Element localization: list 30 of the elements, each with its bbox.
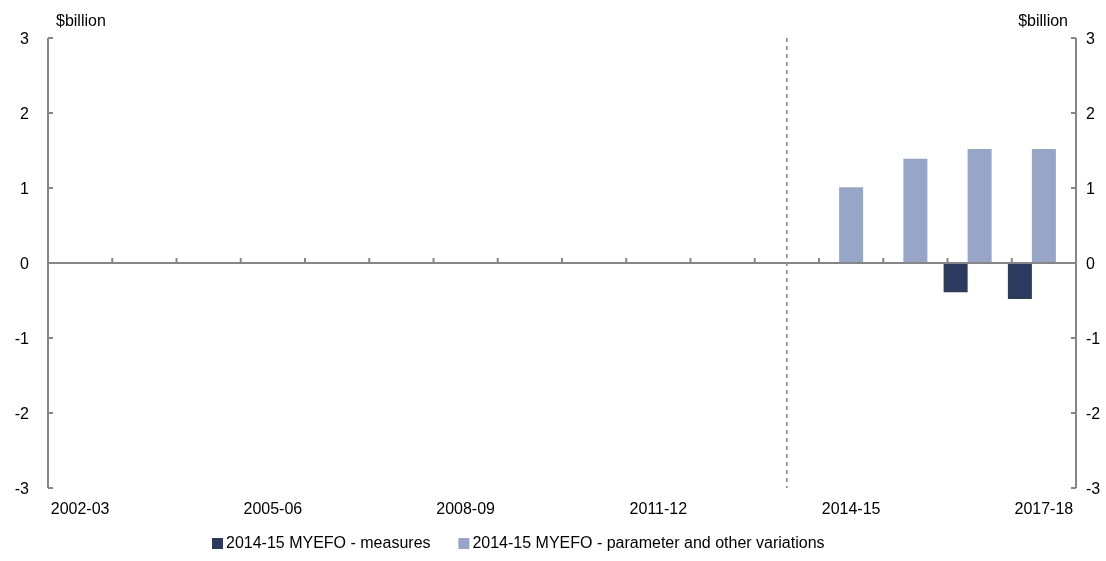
y-tick-label: -3 [14,479,30,497]
y-tick-label: 2 [20,104,30,122]
y2-tick-label: 0 [1086,254,1095,272]
bar [943,263,968,293]
y-tick-label: 3 [20,29,30,47]
y2-tick-label: -1 [1086,329,1101,347]
y2-tick-label: -2 [1086,404,1101,422]
bar [839,187,864,263]
y-tick-label: 1 [20,179,30,197]
y-axis-title: $billion [56,12,106,29]
y2-tick-label: 3 [1086,29,1095,47]
y-tick-label: -2 [14,404,30,422]
x-tick-label: 2008-09 [436,500,496,517]
y2-tick-label: -3 [1086,479,1101,497]
bar [903,158,928,263]
y-tick-label: 0 [20,254,30,272]
y2-tick-label: 2 [1086,104,1095,122]
bar [1031,149,1056,263]
legend-label: 2014-15 MYEFO - measures [226,534,431,551]
y-tick-label: -1 [14,329,30,347]
x-tick-label: 2017-18 [1014,500,1074,517]
x-tick-label: 2005-06 [243,500,303,517]
x-tick-label: 2002-03 [50,500,110,517]
x-tick-label: 2014-15 [821,500,881,517]
y2-axis-title: $billion [1018,12,1068,29]
legend-label: 2014-15 MYEFO - parameter and other variations [472,534,825,551]
bar [1007,263,1032,299]
y2-tick-label: 1 [1086,179,1095,197]
bar [967,149,992,263]
x-tick-label: 2011-12 [629,500,688,517]
